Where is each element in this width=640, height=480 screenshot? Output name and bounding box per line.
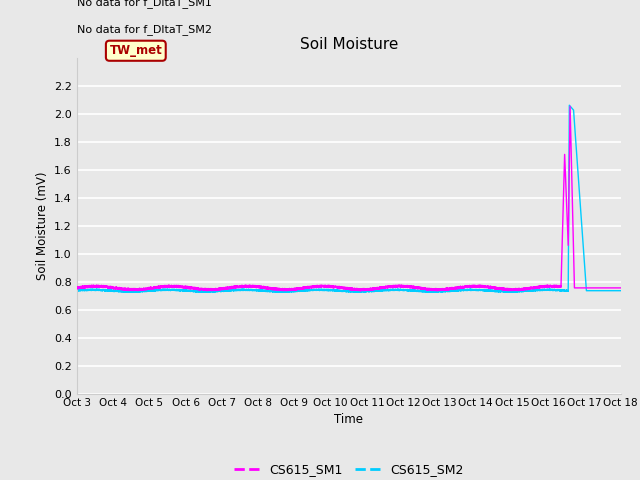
CS615_SM1 bbox=[172, 284, 179, 290]
Legend: CS615_SM1, CS615_SM2: CS615_SM1, CS615_SM2 bbox=[229, 458, 468, 480]
CS615_SM2 bbox=[172, 288, 179, 293]
Title: Soil Moisture: Soil Moisture bbox=[300, 37, 398, 52]
CS615_SM2 bbox=[354, 289, 362, 295]
CS615_SM1 bbox=[520, 286, 528, 292]
CS615_SM1 bbox=[282, 288, 290, 294]
Y-axis label: Soil Moisture (mV): Soil Moisture (mV) bbox=[35, 171, 49, 280]
Line: CS615_SM2: CS615_SM2 bbox=[77, 105, 621, 292]
CS615_SM1 bbox=[617, 285, 625, 291]
CS615_SM2 bbox=[399, 288, 407, 293]
CS615_SM2 bbox=[73, 288, 81, 293]
CS615_SM2 bbox=[520, 288, 528, 294]
CS615_SM2 bbox=[479, 287, 486, 293]
CS615_SM2 bbox=[617, 288, 625, 294]
CS615_SM2 bbox=[566, 102, 573, 108]
CS615_SM2 bbox=[281, 289, 289, 295]
CS615_SM1 bbox=[479, 283, 486, 288]
Text: No data for f_DltaT_SM2: No data for f_DltaT_SM2 bbox=[77, 24, 212, 35]
Text: TW_met: TW_met bbox=[109, 44, 162, 57]
CS615_SM1 bbox=[399, 283, 407, 288]
CS615_SM1 bbox=[281, 287, 289, 293]
X-axis label: Time: Time bbox=[334, 413, 364, 426]
Line: CS615_SM1: CS615_SM1 bbox=[77, 107, 621, 291]
CS615_SM2 bbox=[427, 289, 435, 295]
CS615_SM1 bbox=[73, 285, 81, 291]
CS615_SM1 bbox=[566, 104, 574, 109]
CS615_SM1 bbox=[427, 286, 435, 292]
Text: No data for f_DltaT_SM1: No data for f_DltaT_SM1 bbox=[77, 0, 212, 8]
